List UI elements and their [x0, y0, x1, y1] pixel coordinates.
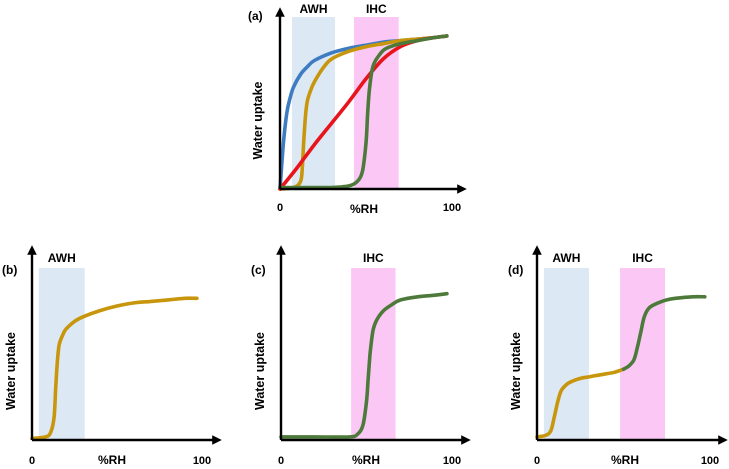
band-label-ihc: IHC — [366, 2, 387, 16]
series-line-green — [279, 291, 449, 439]
y-axis-label: Water uptake — [251, 81, 265, 159]
series-line-gold — [30, 296, 199, 441]
x-tick-label: 0 — [278, 455, 284, 467]
band-awh — [292, 17, 336, 189]
x-axis-label: %RH — [98, 453, 126, 467]
x-tick-label: 0 — [534, 455, 540, 467]
x-tick-label: 100 — [701, 455, 719, 467]
x-tick-label: 0 — [29, 455, 35, 467]
series-line-green — [621, 294, 707, 371]
band-label-awh: AWH — [48, 251, 76, 265]
x-axis-label: %RH — [350, 202, 378, 216]
series-line-gold — [278, 34, 449, 191]
band-ihc — [620, 268, 666, 440]
panel-label: (d) — [508, 263, 523, 277]
x-axis-label: %RH — [611, 453, 639, 467]
band-ihc — [351, 268, 396, 440]
x-tick-label: 0 — [277, 202, 283, 214]
series-line-green — [278, 34, 449, 190]
series-line-gold — [535, 367, 626, 439]
band-awh — [38, 268, 85, 440]
band-label-ihc: IHC — [632, 251, 653, 265]
x-axis-label: %RH — [352, 453, 380, 467]
panel-c: IHC (c) Water uptake %RH 0 100 — [251, 245, 471, 467]
panel-d: AWH IHC (d) Water uptake %RH 0 100 — [508, 245, 728, 467]
x-tick-label: 100 — [193, 455, 211, 467]
y-axis-label: Water uptake — [4, 332, 18, 410]
x-tick-label: 100 — [443, 455, 461, 467]
band-label-awh: AWH — [300, 2, 328, 16]
panel-label: (b) — [2, 263, 17, 277]
band-label-ihc: IHC — [363, 251, 384, 265]
y-axis-label: Water uptake — [253, 332, 267, 410]
panel-label: (c) — [251, 263, 266, 277]
y-axis-label: Water uptake — [509, 332, 523, 410]
panel-b: AWH (b) Water uptake %RH 0 100 — [2, 245, 222, 467]
x-tick-label: 100 — [443, 202, 461, 214]
band-awh — [543, 268, 589, 440]
band-label-awh: AWH — [552, 251, 580, 265]
panel-label: (a) — [248, 9, 263, 23]
panel-a: AWH IHC (a) Water uptake %RH 0 100 — [248, 2, 467, 216]
